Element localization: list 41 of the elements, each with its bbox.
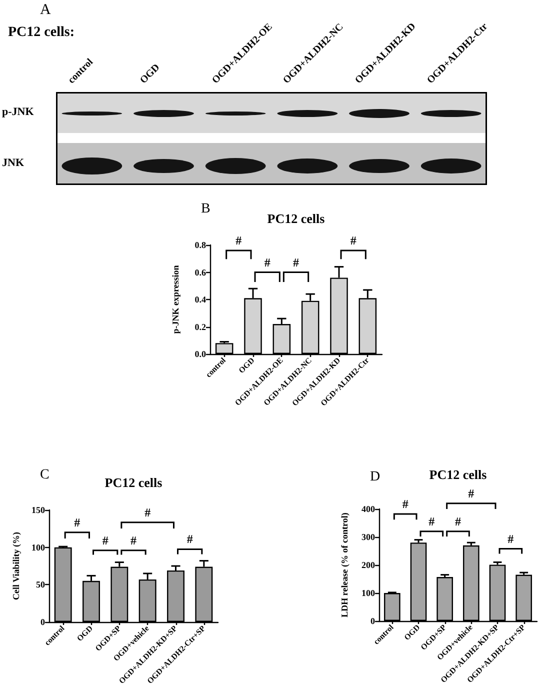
y-axis-title: Cell Viability (%)	[11, 532, 22, 600]
text: JNK	[2, 157, 24, 169]
annotation: #	[236, 233, 242, 248]
text: C	[40, 468, 50, 482]
text: A	[40, 2, 51, 18]
y-tick-label: 0	[40, 617, 46, 627]
y-tick-label: 0.8	[194, 240, 206, 250]
annotation: #	[402, 497, 408, 512]
y-tick-label: 100	[362, 588, 376, 598]
text: #	[468, 486, 474, 500]
chart-title: PC12 cells	[429, 467, 487, 482]
text: B	[201, 202, 210, 216]
chart-title: PC12 cells	[267, 211, 325, 226]
annotation: #	[102, 533, 108, 548]
y-tick-label: 0.0	[194, 349, 206, 359]
annotation: #	[264, 255, 270, 270]
annotation: #	[428, 514, 435, 528]
y-tick-label: 50	[36, 580, 46, 590]
y-tick-label: 300	[362, 532, 376, 542]
annotation: #	[293, 255, 299, 270]
annotation: #	[508, 532, 514, 546]
annotation: #	[350, 233, 356, 248]
y-tick-label: 0.2	[194, 322, 206, 332]
y-tick-label: 400	[362, 504, 376, 514]
y-tick-label: 0	[370, 616, 376, 626]
text: p-JNK	[2, 106, 34, 118]
y-axis-title: p-JNK expression	[170, 265, 180, 334]
text: PC12 cells:	[8, 25, 74, 40]
y-tick-label: 150	[32, 505, 46, 515]
annotation: #	[130, 533, 136, 548]
y-tick-label: 100	[32, 542, 46, 552]
annotation: #	[144, 505, 151, 520]
y-tick-label: 200	[362, 560, 376, 570]
y-axis-title: LDH release (% of control)	[340, 512, 350, 618]
chart-title: PC12 cells	[104, 475, 162, 490]
annotation: #	[186, 532, 193, 546]
y-tick-label: 0.4	[194, 294, 206, 304]
text: D	[370, 470, 380, 484]
annotation: #	[455, 514, 461, 528]
annotation: #	[74, 515, 80, 530]
y-tick-label: 0.6	[194, 267, 206, 278]
